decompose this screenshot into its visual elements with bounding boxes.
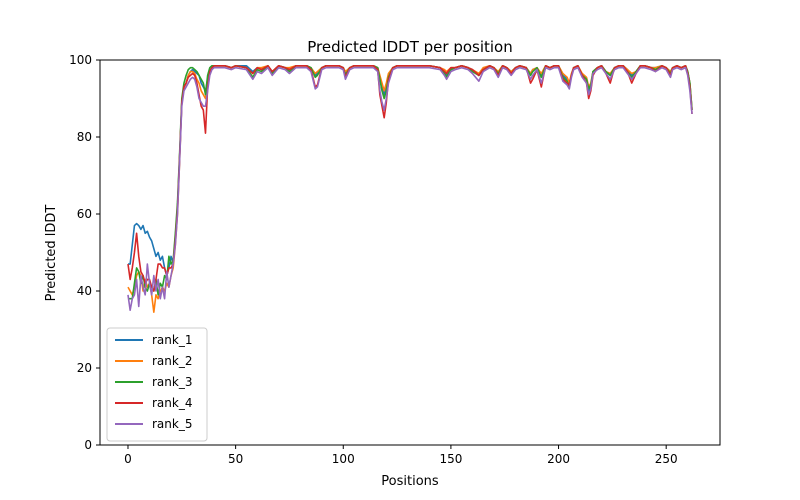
y-tick-label: 100 xyxy=(69,53,92,67)
y-tick-label: 20 xyxy=(77,361,92,375)
y-tick-label: 80 xyxy=(77,130,92,144)
legend-label: rank_1 xyxy=(152,333,192,347)
x-tick-label: 150 xyxy=(439,452,462,466)
series-layer xyxy=(127,64,693,313)
chart-title: Predicted lDDT per position xyxy=(307,38,512,56)
y-axis-ticks: 0 20 40 60 80 100 xyxy=(69,53,100,452)
series-line-rank-5 xyxy=(127,66,693,312)
plot-area xyxy=(99,59,721,446)
legend-label: rank_4 xyxy=(152,396,192,410)
legend-label: rank_3 xyxy=(152,375,192,389)
y-axis-label: Predicted lDDT xyxy=(44,205,59,302)
legend-label: rank_5 xyxy=(152,417,192,431)
axes-frame xyxy=(99,59,721,446)
y-tick-label: 0 xyxy=(84,438,92,452)
legend-label: rank_2 xyxy=(152,354,192,368)
legend-box xyxy=(106,327,208,442)
y-tick-label: 40 xyxy=(77,284,92,298)
x-tick-label: 250 xyxy=(655,452,678,466)
x-tick-label: 100 xyxy=(332,452,355,466)
legend: rank_1 rank_2 rank_3 rank_4 rank_5 xyxy=(106,327,208,442)
y-tick-label: 60 xyxy=(77,207,92,221)
x-axis-ticks: 0 50 100 150 200 250 xyxy=(124,445,678,466)
x-tick-label: 50 xyxy=(228,452,243,466)
x-tick-label: 0 xyxy=(124,452,132,466)
x-tick-label: 200 xyxy=(547,452,570,466)
x-axis-label: Positions xyxy=(381,474,439,489)
